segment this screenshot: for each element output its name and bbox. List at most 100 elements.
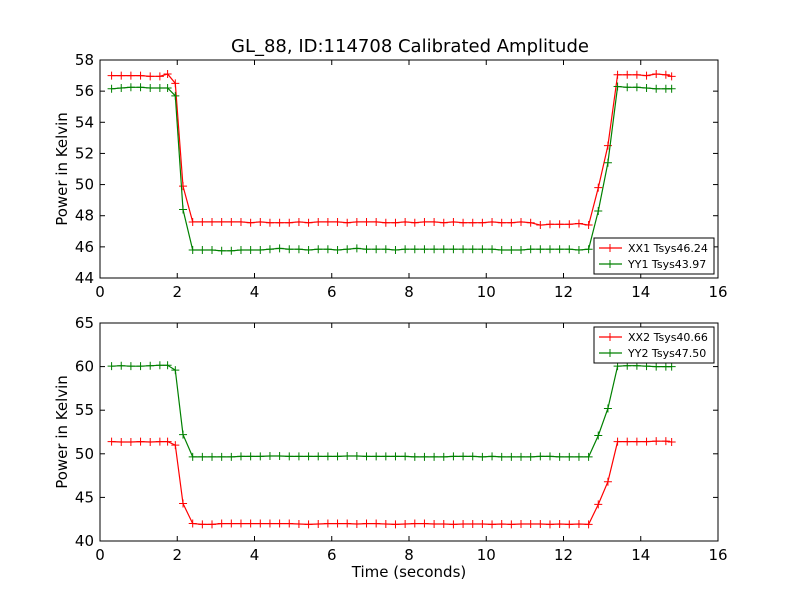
data-point (285, 452, 294, 461)
data-point (410, 218, 419, 227)
data-point (517, 452, 526, 461)
data-point (304, 452, 313, 461)
data-point (314, 452, 323, 461)
data-point (372, 519, 381, 528)
data-point (188, 245, 197, 254)
data-point (401, 519, 410, 528)
data-point (507, 452, 516, 461)
data-point (667, 438, 676, 447)
data-point (179, 499, 188, 508)
data-point (107, 84, 116, 93)
data-point (642, 437, 651, 446)
y-axis-label: Power in Kelvin (53, 375, 71, 489)
data-point (584, 452, 593, 461)
data-point (420, 245, 429, 254)
y-tick-label: 55 (75, 401, 94, 419)
data-point (391, 520, 400, 529)
data-point (526, 519, 535, 528)
y-tick-label: 48 (75, 207, 94, 225)
data-point (652, 362, 661, 371)
x-axis-label: Time (seconds) (351, 563, 467, 581)
data-point (584, 520, 593, 529)
data-point (246, 519, 255, 528)
data-point (188, 519, 197, 528)
data-point (574, 245, 583, 254)
data-point (246, 218, 255, 227)
data-point (188, 217, 197, 226)
data-point (294, 519, 303, 528)
data-point (584, 221, 593, 230)
data-point (545, 245, 554, 254)
y-tick-label: 54 (75, 113, 94, 131)
x-tick-label: 14 (631, 283, 650, 301)
data-point (227, 452, 236, 461)
data-point (304, 520, 313, 529)
data-point (401, 217, 410, 226)
data-point (236, 245, 245, 254)
data-point (256, 217, 265, 226)
data-point (265, 519, 274, 528)
data-point (117, 438, 126, 447)
legend-label: YY1 Tsys43.97 (627, 258, 706, 271)
data-point (352, 451, 361, 460)
data-point (652, 70, 661, 79)
data-point (343, 245, 352, 254)
data-point (488, 217, 497, 226)
data-point (459, 519, 468, 528)
y-tick-label: 46 (75, 238, 94, 256)
data-point (208, 217, 217, 226)
data-point (146, 84, 155, 93)
data-point (155, 361, 164, 370)
data-point (352, 217, 361, 226)
data-point (584, 245, 593, 254)
data-point (217, 246, 226, 255)
data-point (314, 217, 323, 226)
data-point (343, 519, 352, 528)
data-point (410, 452, 419, 461)
data-point (304, 245, 313, 254)
y-axis-label: Power in Kelvin (53, 112, 71, 226)
data-point (265, 451, 274, 460)
data-point (603, 477, 612, 486)
data-point (410, 519, 419, 528)
y-tick-label: 58 (75, 51, 94, 69)
data-point (632, 437, 641, 446)
data-point (449, 520, 458, 529)
data-point (449, 217, 458, 226)
data-point (555, 452, 564, 461)
data-point (163, 437, 172, 446)
data-point (294, 217, 303, 226)
data-point (155, 84, 164, 93)
data-point (256, 452, 265, 461)
data-point (594, 431, 603, 440)
data-point (117, 84, 126, 93)
data-point (333, 519, 342, 528)
data-point (468, 452, 477, 461)
data-point (208, 520, 217, 529)
data-point (488, 452, 497, 461)
data-point (381, 519, 390, 528)
data-point (381, 218, 390, 227)
x-tick-label: 10 (477, 546, 496, 564)
data-point (275, 218, 284, 227)
data-point (449, 452, 458, 461)
data-point (208, 452, 217, 461)
data-point (323, 217, 332, 226)
data-point (507, 218, 516, 227)
data-point (497, 218, 506, 227)
y-tick-label: 45 (75, 488, 94, 506)
data-point (667, 84, 676, 93)
x-tick-label: 2 (172, 283, 182, 301)
data-point (652, 437, 661, 446)
legend-label: XX2 Tsys40.66 (628, 331, 708, 344)
data-point (594, 207, 603, 216)
data-point (623, 70, 632, 79)
data-point (198, 520, 207, 529)
data-point (227, 246, 236, 255)
x-tick-label: 10 (477, 283, 496, 301)
data-point (667, 362, 676, 371)
legend-label: XX1 Tsys46.24 (628, 242, 708, 255)
data-point (256, 519, 265, 528)
data-point (146, 72, 155, 81)
data-point (536, 452, 545, 461)
